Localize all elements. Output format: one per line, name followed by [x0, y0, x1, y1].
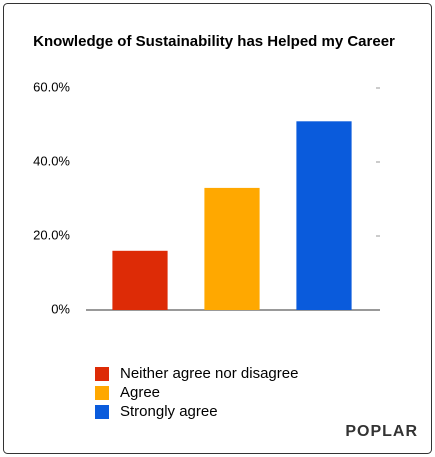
y-tick-label: 0%	[51, 301, 70, 316]
y-tick-label: 40.0%	[33, 153, 70, 168]
legend-swatch	[95, 367, 109, 381]
bar	[296, 121, 352, 310]
legend-label: Agree	[120, 384, 160, 401]
bar	[112, 250, 168, 310]
logo: POPLAR	[345, 423, 418, 440]
bar	[204, 187, 260, 310]
y-tick-label: 20.0%	[33, 227, 70, 242]
chart-title: Knowledge of Sustainability has Helped m…	[33, 33, 395, 50]
legend-swatch	[95, 405, 109, 419]
y-tick-label: 60.0%	[33, 79, 70, 94]
legend-label: Strongly agree	[120, 403, 218, 420]
legend-swatch	[95, 386, 109, 400]
legend-label: Neither agree nor disagree	[120, 365, 298, 382]
